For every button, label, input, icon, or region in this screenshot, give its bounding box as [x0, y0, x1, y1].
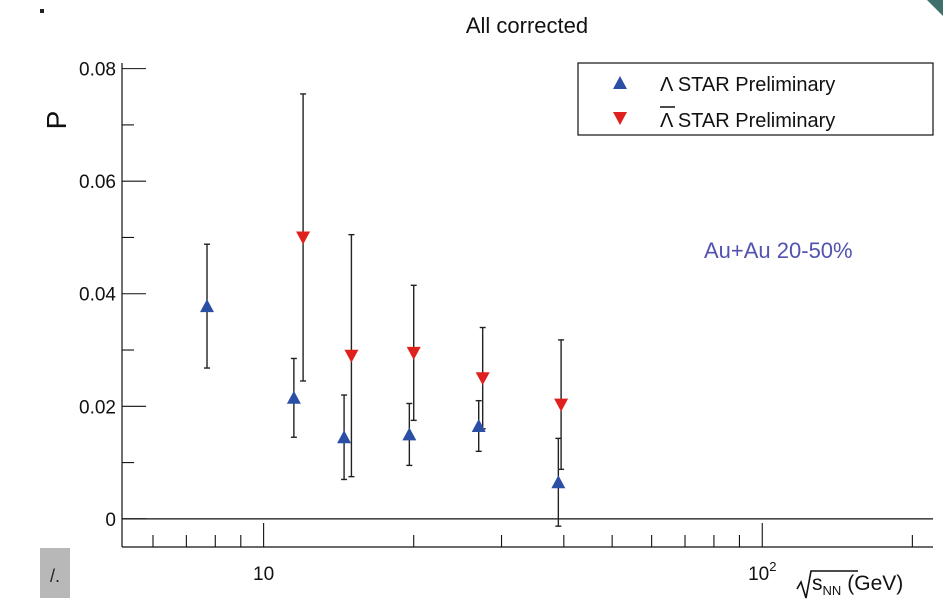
- antilambda-point: [554, 398, 569, 412]
- lambda-point: [402, 427, 417, 441]
- data-markers: [200, 231, 569, 489]
- y-tick-label: 0.02: [79, 397, 116, 418]
- antilambda-point: [475, 372, 490, 386]
- x-axis-label-unit: (GeV): [847, 572, 903, 595]
- chart-title: All corrected: [466, 13, 588, 38]
- error-bars: [204, 93, 565, 527]
- lambda-point: [200, 299, 215, 313]
- legend-marker-antilambda: [613, 112, 627, 125]
- x-axis-label: sNN (GeV): [796, 570, 903, 599]
- y-axis: 0 0.02 0.04 0.06 0.08: [79, 60, 146, 531]
- y-axis-label: P: [41, 111, 72, 130]
- antilambda-point: [406, 346, 421, 360]
- collision-annotation: Au+Au 20-50%: [704, 238, 853, 263]
- x-tick-label: 10: [253, 564, 274, 585]
- y-tick-label: 0: [105, 510, 116, 531]
- y-tick-label: 0.04: [79, 285, 116, 306]
- y-tick-label: 0.06: [79, 172, 116, 193]
- x-axis-label-sub: NN: [823, 583, 842, 598]
- legend-label-antilambda: Λ STAR Preliminary: [660, 110, 835, 132]
- plot-frame: [121, 63, 933, 548]
- corner-shape: [927, 0, 943, 16]
- lambda-point: [286, 390, 301, 404]
- legend-marker-lambda: [613, 76, 627, 89]
- left-margin-strip: [0, 0, 40, 604]
- sqrt-icon: [796, 570, 858, 599]
- x-tick-label: 102: [748, 559, 776, 585]
- legend-box: [577, 62, 934, 136]
- antilambda-point: [344, 349, 359, 363]
- x-tick-label-exponent: 2: [769, 559, 776, 574]
- lambda-point: [551, 475, 566, 489]
- corner-marker: [40, 9, 44, 13]
- lambda-point: [337, 430, 352, 444]
- antilambda-point: [296, 231, 311, 245]
- x-axis-label-var: s: [812, 572, 823, 595]
- y-tick-label: 0.08: [79, 60, 116, 81]
- x-axis: 10 102: [152, 523, 913, 585]
- legend: Λ STAR Preliminary Λ STAR Preliminary: [577, 62, 934, 136]
- legend-label-lambda: Λ STAR Preliminary: [660, 74, 835, 96]
- corner-label: /.: [49, 566, 60, 586]
- x-axis-label-text: sNN (GeV): [812, 572, 903, 598]
- corner-box: [40, 548, 70, 598]
- lambda-point: [471, 419, 486, 432]
